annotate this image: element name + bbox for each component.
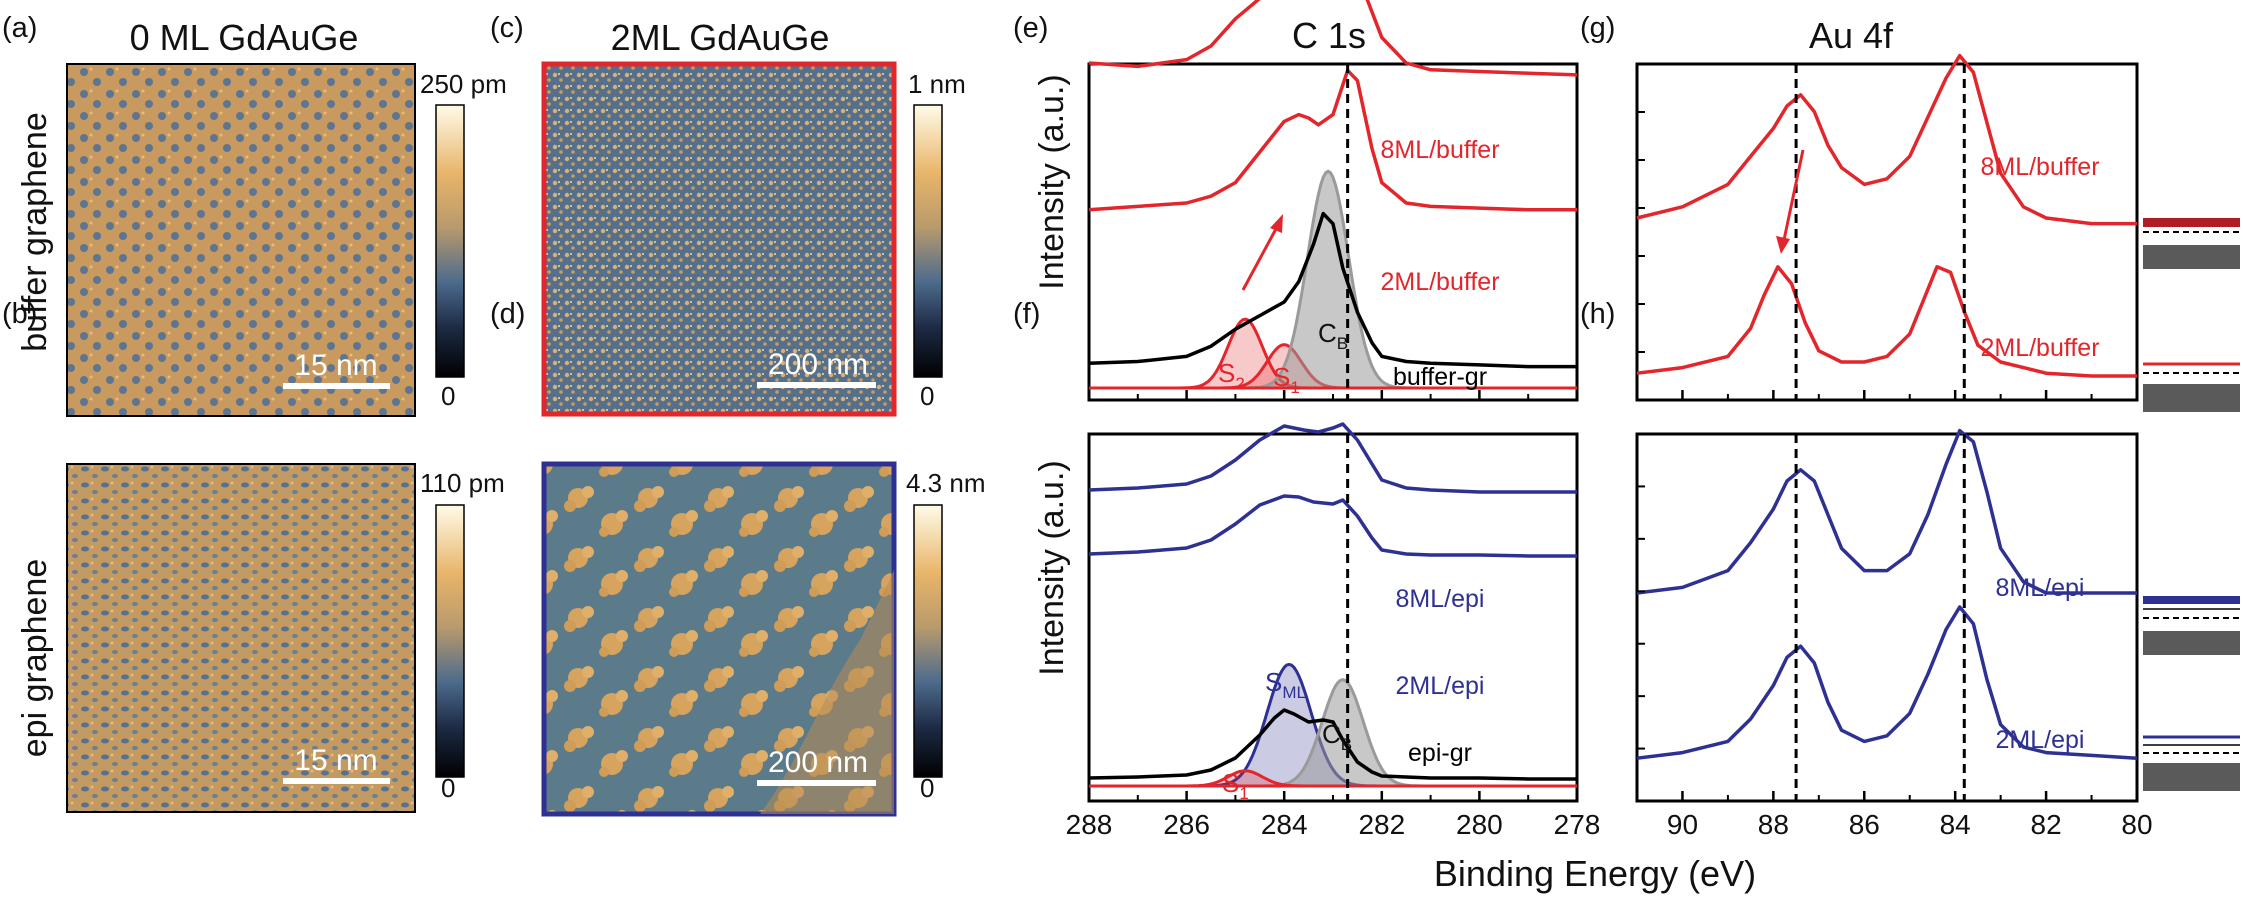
xtick-label-282-f: 282 [1358,809,1405,840]
label-cb-e: CB [1318,318,1348,353]
xtick-label-82-h: 82 [2031,809,2062,840]
colorbar-d-min: 0 [920,773,934,803]
stm-row1-label: buffer graphene [16,112,54,351]
xlabel: Binding Energy (eV) [1434,853,1756,894]
colorbar-b-max: 110 pm [420,468,505,498]
band-diagram-8ml-epi [2143,596,2240,655]
panel-letter-e: (e) [1013,12,1048,44]
axes-h [1635,432,2139,803]
xtick-label-88-h: 88 [1758,809,1789,840]
series-epi-gr-f [1088,708,1577,781]
colorbar-c-min: 0 [920,381,934,411]
colorbar-a: 250 pm 0 [420,69,507,411]
xtick-label-278-f: 278 [1554,809,1601,840]
component-labels-f: SML CB S1 [1222,667,1352,803]
series-8ml-buffer-g [1636,53,2137,226]
au4f-title: Au 4f [1809,15,1894,56]
axes-g [1635,62,2139,402]
panel-letter-a: (a) [2,12,37,44]
panel-letter-h: (h) [1580,298,1615,330]
series-2ml-epi-h [1636,605,2138,760]
plot-e: 8ML/buffer 2ML/buffer buffer-gr [1087,0,1579,400]
scale-bar-label-b: 15 nm [294,744,377,777]
colorbar-a-min: 0 [441,381,455,411]
scale-bar-label-a: 15 nm [294,349,377,382]
stm-row2-label: epi graphene [16,559,54,758]
stm-image-c: 200 nm [541,61,897,417]
scale-bar-label-c: 200 nm [768,348,868,381]
xtick-label-80-h: 80 [2121,809,2152,840]
shift-arrow-g [1776,149,1805,254]
colorbar-c: 1 nm 0 [908,69,966,411]
band-diagram-8ml-buffer [2143,218,2240,269]
panel-letter-g: (g) [1580,12,1615,44]
label-cb-f: CB [1322,719,1352,754]
scale-bar-label-d: 200 nm [768,746,868,779]
series-label-8ml-epi-h: 8ML/epi [1996,574,2085,602]
series-label-buffer-gr-e: buffer-gr [1393,363,1487,391]
series-2ml-buffer-e [1088,68,1577,212]
series-label-8ml-buffer-e: 8ML/buffer [1380,136,1499,164]
series-label-8ml-epi-f: 8ML/epi [1396,585,1485,613]
series-8ml-epi-h [1636,428,2137,595]
plot-h: 8ML/epi 2ML/epi 90 88 86 84 82 80 [1636,428,2153,840]
series-label-2ml-buffer-e: 2ML/buffer [1380,268,1499,296]
colorbar-c-max: 1 nm [908,69,966,99]
series-label-2ml-epi-h: 2ML/epi [1996,726,2085,754]
plot-f: 8ML/epi 2ML/epi epi-gr 288 286 284 282 280 278 [1066,422,1601,840]
series-buffer-gr-e [1088,211,1577,369]
component-labels-e: S2 S1 CB [1218,318,1348,397]
label-s2: S2 [1218,358,1245,393]
xtick-label-284-f: 284 [1261,809,1308,840]
stm-image-a: 15 nm [66,63,416,417]
xtick-label-86-h: 86 [1849,809,1880,840]
band-diagram-2ml-buffer [2143,362,2240,412]
xtick-label-84-h: 84 [1940,809,1971,840]
ylabel-f: Intensity (a.u.) [1033,460,1071,675]
panel-letter-b: (b) [2,298,37,330]
series-label-2ml-epi-f: 2ML/epi [1396,672,1485,700]
label-s1-f: S1 [1222,768,1249,803]
label-s1-e: S1 [1273,362,1300,397]
label-sml: SML [1265,667,1306,702]
xtick-label-280-f: 280 [1456,809,1503,840]
series-label-2ml-buffer-g: 2ML/buffer [1980,334,2099,362]
c1s-title: C 1s [1292,15,1366,56]
xtick-label-288-f: 288 [1066,809,1113,840]
stm-image-d: 200 nm [541,461,897,817]
xtick-label-90-h: 90 [1667,809,1698,840]
series-label-epi-gr-f: epi-gr [1408,739,1472,767]
colorbar-d: 4.3 nm 0 [906,468,986,803]
series-2ml-epi-f [1088,494,1577,558]
stm-image-b: 15 nm [66,463,416,813]
colorbar-a-max: 250 pm [420,69,507,99]
colorbar-b: 110 pm 0 [420,468,505,803]
colorbar-b-min: 0 [441,773,455,803]
stm-col1-title: 0 ML GdAuGe [130,17,359,58]
panel-letter-f: (f) [1013,298,1040,330]
ylabel-e: Intensity (a.u.) [1033,74,1071,289]
colorbar-d-max: 4.3 nm [906,468,986,498]
series-2ml-buffer-g [1636,265,2137,378]
plot-g: 8ML/buffer 2ML/buffer [1636,53,2139,400]
step-edge [760,570,894,814]
series-label-8ml-buffer-g: 8ML/buffer [1980,153,2099,181]
panel-letter-c: (c) [490,12,524,44]
series-8ml-buffer-e [1088,0,1578,77]
stm-col2-title: 2ML GdAuGe [611,17,830,58]
series-8ml-epi-f [1088,422,1577,494]
xtick-label-286-f: 286 [1163,809,1210,840]
shift-arrow-e [1241,214,1283,291]
band-diagram-2ml-epi [2143,735,2240,791]
panel-letter-d: (d) [490,298,525,330]
